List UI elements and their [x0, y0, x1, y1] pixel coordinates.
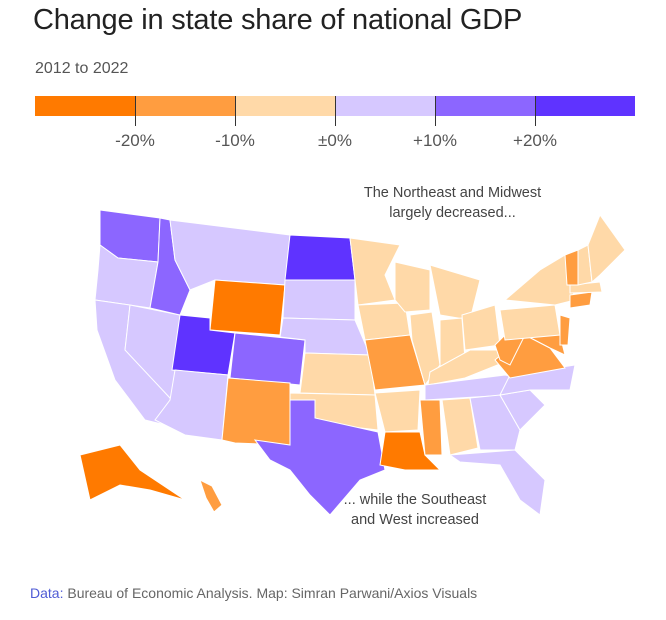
- state-sd: [282, 279, 356, 321]
- chart-title: Change in state share of national GDP: [33, 4, 523, 36]
- state-wi: [394, 261, 431, 313]
- state-tx: [253, 399, 386, 516]
- legend-bin-4: [435, 96, 535, 116]
- source-text: Bureau of Economic Analysis. Map: Simran…: [63, 585, 478, 601]
- legend-tick-label: -10%: [215, 131, 255, 150]
- state-me: [587, 213, 626, 284]
- state-az: [154, 369, 229, 441]
- state-nm: [221, 377, 291, 446]
- legend-bin-5: [535, 96, 635, 116]
- state-nd: [284, 234, 356, 281]
- state-al: [441, 397, 479, 456]
- state-hi: [199, 479, 223, 513]
- legend-tick: [135, 96, 136, 126]
- state-ct: [569, 291, 593, 309]
- legend-bin-3: [335, 96, 435, 116]
- state-mt: [169, 219, 291, 291]
- annotation-southeast: ... while the Southeast and West increas…: [343, 492, 487, 528]
- legend-tick-label: -20%: [115, 131, 155, 150]
- state-la: [379, 431, 442, 471]
- legend-tick: [435, 96, 436, 126]
- state-ny: [503, 254, 576, 306]
- source-note: Data: Bureau of Economic Analysis. Map: …: [30, 585, 477, 601]
- legend-tick-label: ±0%: [318, 131, 352, 150]
- legend-tick-label: +10%: [413, 131, 457, 150]
- legend-tick-label: +20%: [513, 131, 557, 150]
- chart-subtitle: 2012 to 2022: [35, 60, 129, 77]
- legend-bin-2: [235, 96, 335, 116]
- state-mn: [349, 237, 401, 306]
- annotation-northeast: The Northeast and Midwest largely decrea…: [363, 185, 542, 221]
- state-pa: [499, 304, 561, 341]
- legend-tick: [235, 96, 236, 126]
- state-co: [229, 332, 306, 386]
- source-label: Data:: [30, 585, 64, 601]
- state-wy: [209, 279, 286, 336]
- state-ms: [419, 399, 443, 456]
- state-nj: [559, 314, 571, 346]
- state-ar: [374, 389, 421, 433]
- legend-bin-1: [135, 96, 235, 116]
- state-vt: [564, 249, 579, 286]
- legend-bin-0: [35, 96, 135, 116]
- color-legend: [35, 96, 635, 116]
- legend-tick: [335, 96, 336, 126]
- legend-tick: [535, 96, 536, 126]
- state-fl: [448, 449, 546, 516]
- state-ak: [79, 444, 186, 501]
- state-ks: [299, 352, 376, 396]
